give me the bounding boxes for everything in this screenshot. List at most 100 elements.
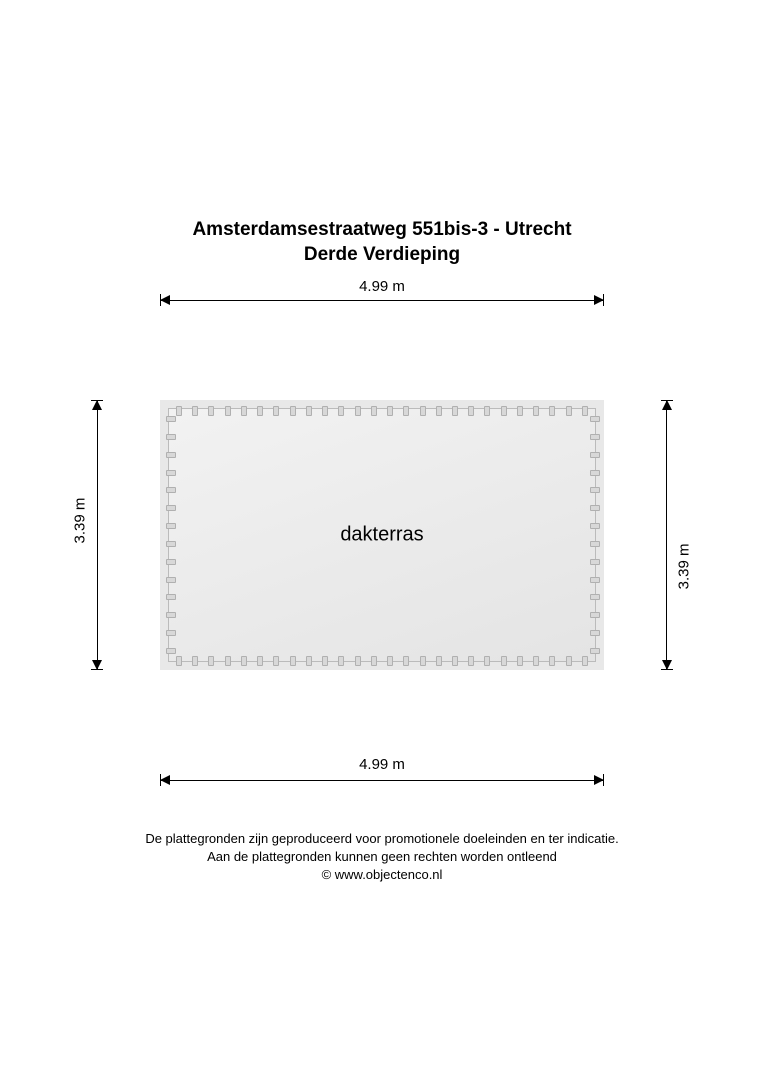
header-line1: Amsterdamsestraatweg 551bis-3 - Utrecht <box>192 219 571 240</box>
baluster <box>420 406 426 416</box>
baluster <box>166 630 176 636</box>
baluster <box>257 656 263 666</box>
dimension-bottom-arrow-left <box>160 775 170 785</box>
dimension-bottom-label: 4.99 m <box>0 756 764 773</box>
floorplan-header: Amsterdamsestraatweg 551bis-3 - Utrecht … <box>0 218 764 267</box>
floorplan-footer: De plattegronden zijn geproduceerd voor … <box>0 830 764 885</box>
baluster <box>338 656 344 666</box>
baluster <box>371 406 377 416</box>
baluster <box>590 648 600 654</box>
baluster <box>166 452 176 458</box>
baluster <box>166 612 176 618</box>
baluster <box>590 434 600 440</box>
baluster <box>590 630 600 636</box>
balusters-left <box>166 416 174 654</box>
dimension-top-label: 4.99 m <box>0 278 764 295</box>
dimension-right-arrow-down <box>662 660 672 670</box>
baluster <box>549 406 555 416</box>
baluster <box>452 656 458 666</box>
baluster <box>533 656 539 666</box>
baluster <box>166 541 176 547</box>
baluster <box>371 656 377 666</box>
baluster <box>355 656 361 666</box>
dimension-right-arrow-up <box>662 400 672 410</box>
baluster <box>566 656 572 666</box>
baluster <box>452 406 458 416</box>
baluster <box>166 577 176 583</box>
baluster <box>590 612 600 618</box>
baluster <box>208 656 214 666</box>
baluster <box>166 648 176 654</box>
dimension-left-arrow-up <box>92 400 102 410</box>
baluster <box>484 656 490 666</box>
baluster <box>306 406 312 416</box>
baluster <box>517 406 523 416</box>
baluster <box>166 594 176 600</box>
baluster <box>468 656 474 666</box>
dimension-right-line <box>666 400 667 670</box>
baluster <box>257 406 263 416</box>
baluster <box>590 594 600 600</box>
baluster <box>322 406 328 416</box>
baluster <box>192 406 198 416</box>
baluster <box>355 406 361 416</box>
baluster <box>582 656 588 666</box>
baluster <box>590 577 600 583</box>
dimension-bottom-arrow-right <box>594 775 604 785</box>
baluster <box>549 656 555 666</box>
baluster <box>176 656 182 666</box>
baluster <box>590 470 600 476</box>
footer-line1: De plattegronden zijn geproduceerd voor … <box>145 831 618 846</box>
baluster <box>166 505 176 511</box>
baluster <box>590 487 600 493</box>
balusters-right <box>590 416 598 654</box>
footer-line2: Aan de plattegronden kunnen geen rechten… <box>207 849 557 864</box>
dimension-bottom-line <box>160 780 604 781</box>
baluster <box>501 406 507 416</box>
baluster <box>484 406 490 416</box>
baluster <box>387 406 393 416</box>
dimension-top-line <box>160 300 604 301</box>
baluster <box>273 406 279 416</box>
baluster <box>590 505 600 511</box>
balusters-bottom <box>176 656 588 664</box>
baluster <box>590 541 600 547</box>
baluster <box>436 656 442 666</box>
dimension-left-line <box>97 400 98 670</box>
baluster <box>387 656 393 666</box>
baluster <box>338 406 344 416</box>
baluster <box>273 656 279 666</box>
baluster <box>290 656 296 666</box>
baluster <box>306 656 312 666</box>
baluster <box>166 559 176 565</box>
dimension-left-label: 3.39 m <box>72 498 89 544</box>
baluster <box>176 406 182 416</box>
baluster <box>225 656 231 666</box>
baluster <box>468 406 474 416</box>
footer-line3: © www.objectenco.nl <box>322 867 443 882</box>
baluster <box>590 416 600 422</box>
baluster <box>590 523 600 529</box>
baluster <box>166 416 176 422</box>
baluster <box>533 406 539 416</box>
baluster <box>208 406 214 416</box>
baluster <box>166 487 176 493</box>
room-dakterras: dakterras <box>160 400 604 670</box>
baluster <box>590 559 600 565</box>
baluster <box>590 452 600 458</box>
baluster <box>322 656 328 666</box>
baluster <box>166 523 176 529</box>
baluster <box>290 406 296 416</box>
baluster <box>582 406 588 416</box>
baluster <box>501 656 507 666</box>
baluster <box>225 406 231 416</box>
baluster <box>166 434 176 440</box>
dimension-right-label: 3.39 m <box>676 544 693 590</box>
balusters-top <box>176 406 588 414</box>
room-label: dakterras <box>340 524 423 547</box>
baluster <box>436 406 442 416</box>
baluster <box>517 656 523 666</box>
header-title: Amsterdamsestraatweg 551bis-3 - Utrecht … <box>0 218 764 267</box>
baluster <box>403 656 409 666</box>
baluster <box>241 656 247 666</box>
